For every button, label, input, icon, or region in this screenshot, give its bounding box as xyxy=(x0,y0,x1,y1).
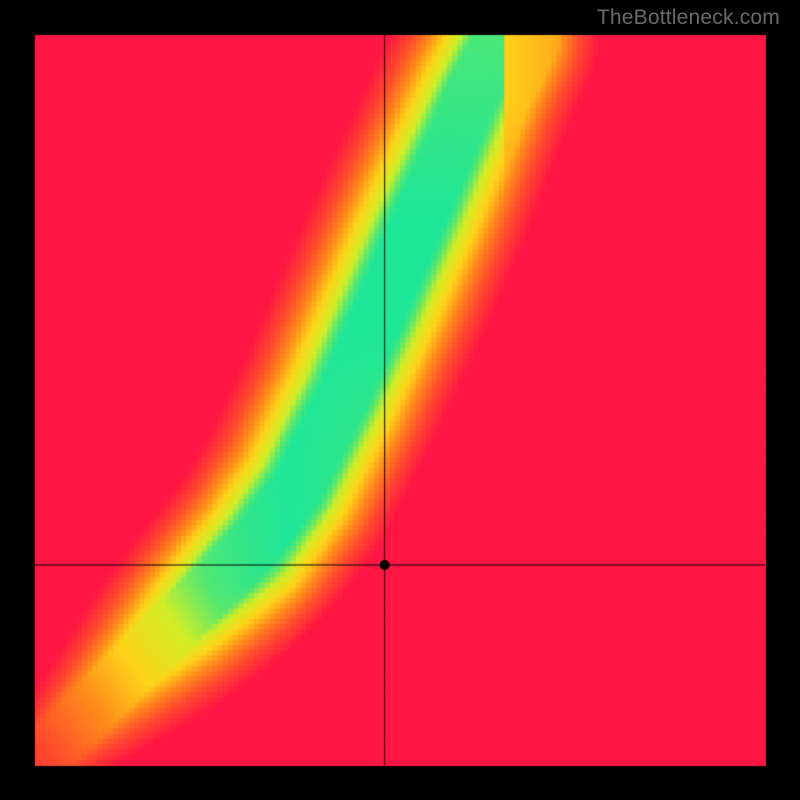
watermark-label: TheBottleneck.com xyxy=(597,6,780,30)
chart-container: TheBottleneck.com xyxy=(0,0,800,800)
heatmap-canvas xyxy=(0,0,800,800)
